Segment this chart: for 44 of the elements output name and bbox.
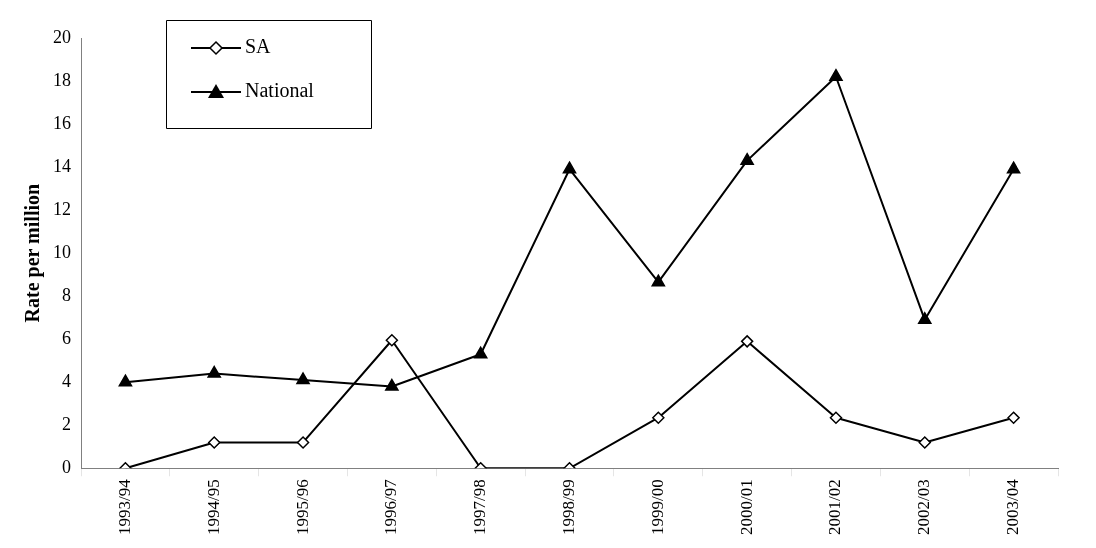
- y-tick-label: 4: [62, 370, 71, 391]
- y-tick-label: 10: [53, 241, 71, 262]
- point: [562, 161, 577, 174]
- legend-label: National: [245, 79, 315, 102]
- x-tick-label: 1996/97: [381, 478, 401, 536]
- point: [207, 365, 222, 378]
- point: [1007, 411, 1020, 424]
- y-tick-label: 12: [53, 198, 71, 219]
- x-tick-label: 1999/00: [647, 479, 667, 536]
- y-tick-label: 8: [62, 284, 71, 305]
- point: [118, 374, 133, 387]
- legend-label: SA: [245, 35, 272, 58]
- point: [296, 436, 310, 449]
- point: [918, 436, 932, 449]
- y-tick-label: 6: [62, 327, 71, 348]
- point: [829, 68, 843, 81]
- x-tick-label: 2003/04: [1003, 478, 1023, 536]
- x-tick-label: 1994/95: [203, 479, 223, 536]
- x-tick-label: 2002/03: [914, 479, 934, 536]
- point: [652, 411, 665, 424]
- point: [473, 346, 488, 359]
- point: [296, 372, 310, 385]
- point: [917, 312, 932, 325]
- x-tick-label: 2001/02: [825, 479, 845, 536]
- x-tick-label: 2000/01: [736, 479, 756, 536]
- y-tick-label: 20: [53, 26, 71, 47]
- y-tick-label: 14: [53, 155, 71, 176]
- point: [385, 334, 399, 347]
- point: [1006, 161, 1021, 174]
- point: [651, 274, 666, 287]
- x-tick-label: 1997/98: [470, 479, 490, 536]
- y-tick-label: 16: [53, 112, 71, 133]
- y-tick-label: 2: [62, 413, 71, 434]
- y-axis-title: Rate per million: [21, 183, 45, 323]
- point: [740, 152, 754, 165]
- x-tick-label: 1993/94: [114, 478, 134, 536]
- y-tick-label: 18: [53, 69, 71, 90]
- point: [829, 411, 843, 424]
- x-tick-label: 1995/96: [292, 479, 312, 536]
- point: [385, 378, 399, 391]
- point: [740, 335, 754, 348]
- x-tick-label: 1998/99: [558, 479, 578, 536]
- point: [207, 436, 221, 449]
- y-tick-label: 0: [62, 457, 71, 478]
